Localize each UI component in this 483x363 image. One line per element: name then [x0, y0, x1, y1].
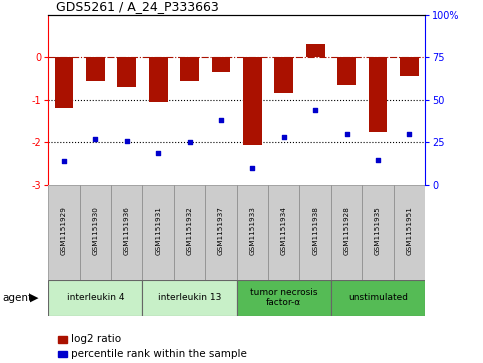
Point — [249, 165, 256, 171]
Bar — [306, 44, 325, 57]
Point — [312, 107, 319, 113]
Bar — [362, 185, 394, 280]
Bar — [394, 185, 425, 280]
Text: ▶: ▶ — [30, 293, 39, 303]
Text: GSM1151934: GSM1151934 — [281, 206, 287, 255]
Bar — [86, 57, 105, 81]
Text: GSM1151931: GSM1151931 — [155, 206, 161, 255]
Bar — [80, 185, 111, 280]
Bar — [369, 57, 387, 132]
Text: GDS5261 / A_24_P333663: GDS5261 / A_24_P333663 — [56, 0, 219, 13]
Text: interleukin 13: interleukin 13 — [158, 293, 221, 302]
Text: GSM1151932: GSM1151932 — [186, 206, 193, 255]
Text: GSM1151935: GSM1151935 — [375, 206, 381, 255]
Bar — [48, 185, 80, 280]
Bar — [243, 57, 262, 144]
Bar — [331, 185, 362, 280]
Bar — [274, 57, 293, 93]
Point — [60, 158, 68, 164]
Text: percentile rank within the sample: percentile rank within the sample — [71, 349, 247, 359]
Text: tumor necrosis
factor-α: tumor necrosis factor-α — [250, 288, 317, 307]
Bar — [58, 336, 67, 343]
Text: GSM1151938: GSM1151938 — [312, 206, 318, 255]
Bar — [149, 57, 168, 102]
Point — [186, 139, 194, 145]
Bar — [400, 57, 419, 76]
Text: GSM1151951: GSM1151951 — [406, 206, 412, 255]
Bar — [212, 57, 230, 72]
Bar — [48, 280, 142, 316]
Text: GSM1151933: GSM1151933 — [249, 206, 256, 255]
Bar — [142, 280, 237, 316]
Point — [280, 134, 288, 140]
Point — [123, 138, 130, 144]
Text: GSM1151936: GSM1151936 — [124, 206, 130, 255]
Point — [217, 117, 225, 123]
Bar — [58, 351, 67, 357]
Bar — [111, 185, 142, 280]
Text: GSM1151928: GSM1151928 — [343, 206, 350, 255]
Text: GSM1151930: GSM1151930 — [92, 206, 99, 255]
Bar — [337, 57, 356, 85]
Text: interleukin 4: interleukin 4 — [67, 293, 124, 302]
Bar — [331, 280, 425, 316]
Bar — [117, 57, 136, 87]
Bar — [237, 280, 331, 316]
Text: agent: agent — [2, 293, 32, 303]
Point — [374, 157, 382, 163]
Bar — [174, 185, 205, 280]
Bar — [55, 57, 73, 108]
Text: unstimulated: unstimulated — [348, 293, 408, 302]
Bar — [299, 185, 331, 280]
Text: GSM1151937: GSM1151937 — [218, 206, 224, 255]
Point — [155, 150, 162, 156]
Bar — [237, 185, 268, 280]
Bar — [205, 185, 237, 280]
Point — [92, 136, 99, 142]
Text: GSM1151929: GSM1151929 — [61, 206, 67, 255]
Point — [406, 131, 413, 137]
Bar — [268, 185, 299, 280]
Bar — [180, 57, 199, 81]
Bar — [142, 185, 174, 280]
Point — [343, 131, 351, 137]
Text: log2 ratio: log2 ratio — [71, 334, 122, 344]
